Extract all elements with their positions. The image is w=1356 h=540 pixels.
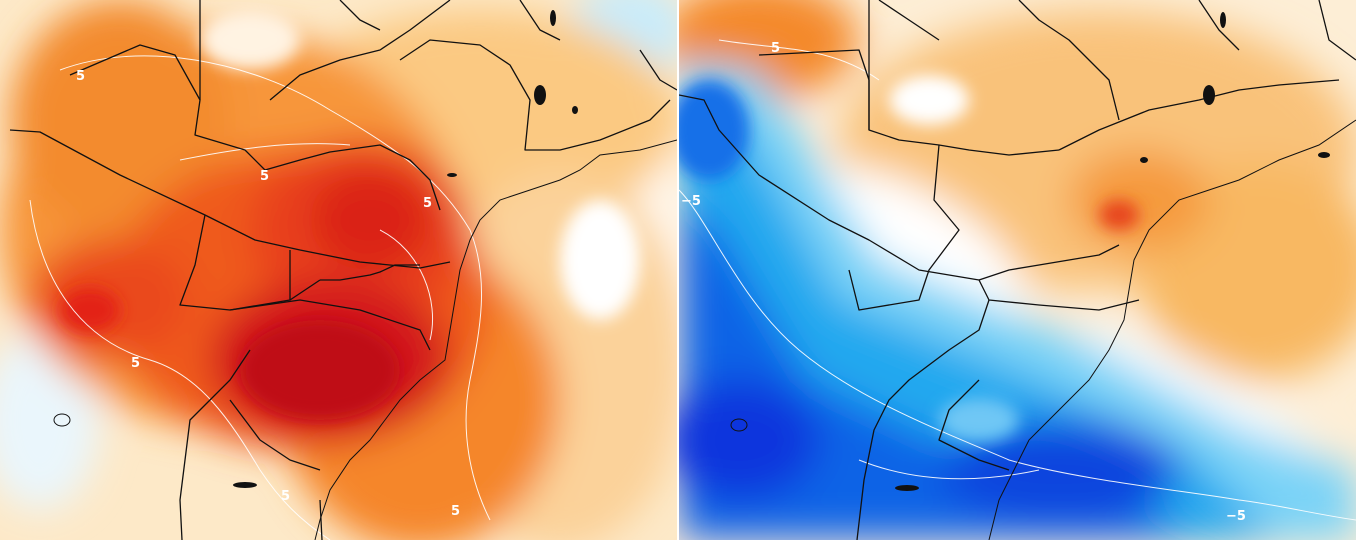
anomaly-detail [679,75,1139,442]
contour-label: 5 [423,196,432,211]
contour-label: 5 [281,489,290,504]
warm-anomaly-map: 5 5 5 5 5 5 [0,0,677,540]
map-panel-right: 5 −5 −5 [679,0,1356,540]
contour-label: 5 [131,356,140,371]
contour-label: 5 [771,41,780,56]
panel-divider [677,0,679,540]
lakes [53,10,578,488]
coastline [314,139,677,540]
contour-label: 5 [76,69,85,84]
lakes [730,12,1330,491]
contour-lines [29,55,491,540]
boundaries [679,0,1356,540]
contour-label: 5 [260,169,269,184]
contour-lines [679,39,1356,521]
map-panel-left: 5 5 5 5 5 5 [0,0,677,540]
boundaries [9,0,677,540]
contour-label: −5 [681,194,701,209]
cold-anomaly-map: 5 −5 −5 [679,0,1356,540]
contour-label: 5 [451,504,460,519]
anomaly-detail [60,10,640,420]
anomaly-field [679,0,1356,540]
coastline [988,119,1356,540]
contour-label: −5 [1226,509,1246,524]
